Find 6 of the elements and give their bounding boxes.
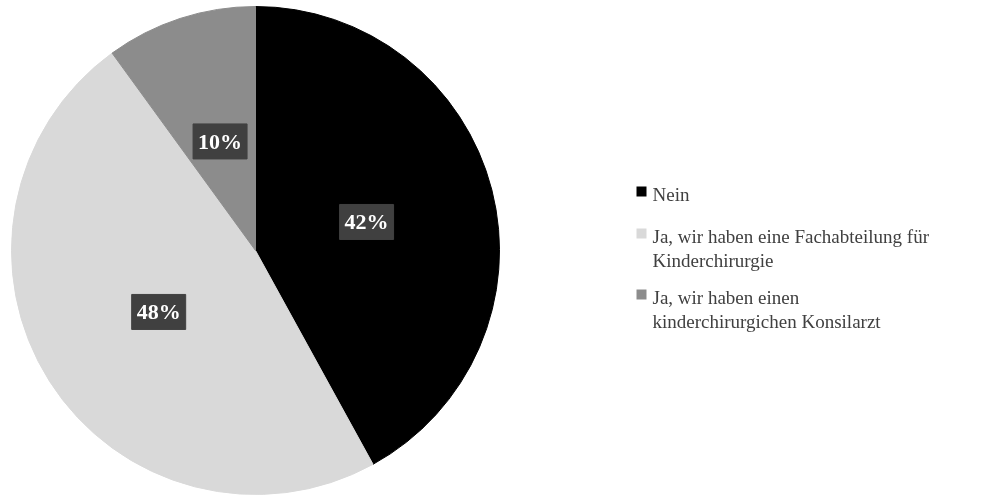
legend-label: Ja, wir haben einen kinderchirurgichen Konsilarzt xyxy=(652,286,882,332)
legend-label: Nein xyxy=(652,183,690,205)
data-label: 10% xyxy=(198,128,243,154)
legend-label: Ja, wir haben eine Fachabteilung für Kinderchirurgie xyxy=(652,225,930,271)
data-label: 42% xyxy=(344,209,389,235)
data-label: 48% xyxy=(136,299,181,325)
